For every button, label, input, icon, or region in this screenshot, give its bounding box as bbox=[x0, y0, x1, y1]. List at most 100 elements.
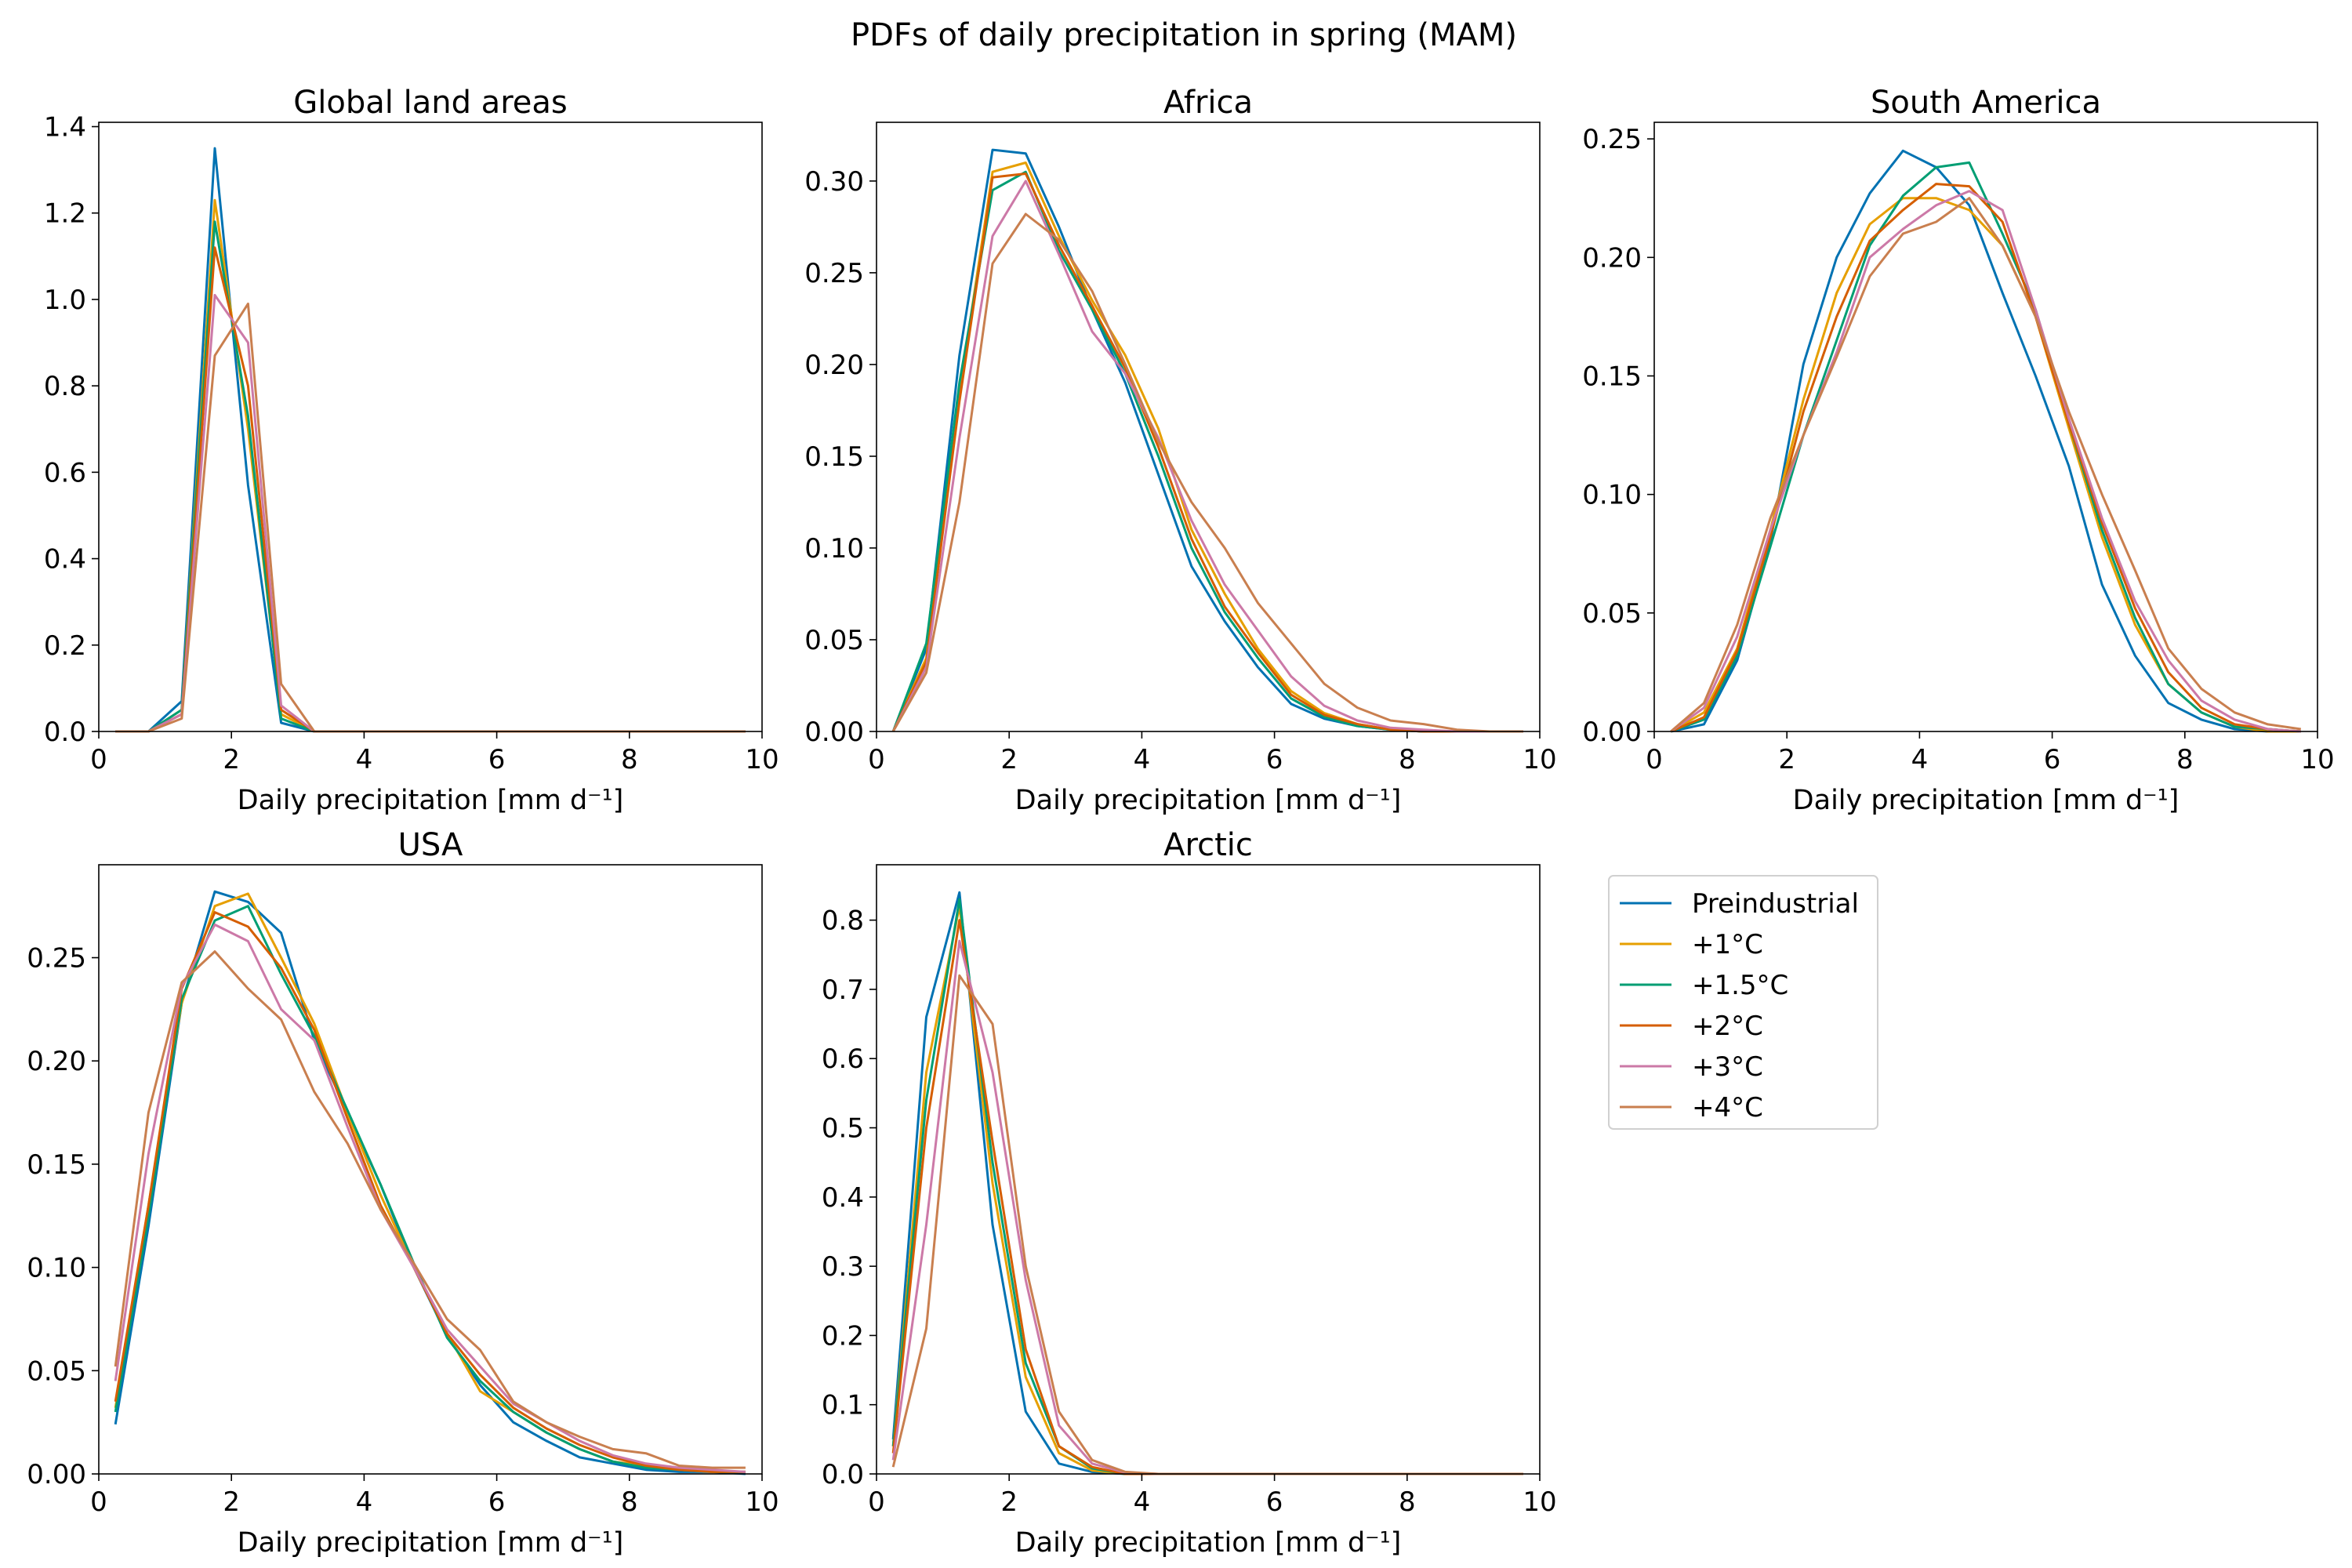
panel-arctic-ytick-label: 0.7 bbox=[822, 975, 864, 1006]
panel-africa-line-1-5-c bbox=[891, 170, 1523, 733]
panel-south-america-line-1-5-c bbox=[1670, 161, 2301, 733]
panel-global-land-areas-xtick-label: 0 bbox=[90, 744, 107, 775]
panel-global-land-areas-ytick-label: 1.4 bbox=[44, 112, 86, 143]
panel-arctic-xtick-label: 6 bbox=[1266, 1486, 1283, 1518]
legend-label-2-c: +2°C bbox=[1692, 1011, 1763, 1042]
legend-label-preindustrial: Preindustrial bbox=[1692, 888, 1859, 920]
panel-global-land-areas-ytick-label: 0.6 bbox=[44, 457, 86, 488]
panel-south-america-line-4-c bbox=[1670, 197, 2302, 733]
panel-global-land-areas-xlabel: Daily precipitation [mm d⁻¹] bbox=[238, 785, 624, 816]
panel-africa-ytick-label: 0.10 bbox=[804, 533, 864, 564]
panel-arctic-ytick-label: 0.6 bbox=[822, 1044, 864, 1075]
panel-global-land-areas-ytick-label: 0.2 bbox=[44, 630, 86, 662]
panel-global-land-areas-xtick-label: 8 bbox=[621, 744, 638, 775]
panel-africa-series bbox=[891, 148, 1523, 733]
panel-south-america-ytick-label: 0.25 bbox=[1582, 124, 1642, 155]
panel-arctic-ytick-label: 0.0 bbox=[822, 1459, 864, 1490]
panel-global-land-areas-line-3-c bbox=[115, 293, 746, 733]
panel-south-america-frame bbox=[1653, 122, 2318, 732]
panel-arctic-series bbox=[891, 891, 1523, 1475]
panel-south-america-line-1-c bbox=[1670, 197, 2301, 733]
panel-arctic-xtick-label: 10 bbox=[1523, 1486, 1556, 1518]
figure-title: PDFs of daily precipitation in spring (M… bbox=[851, 17, 1517, 53]
legend: Preindustrial +1°C +1.5°C +2°C +3°C +4°C bbox=[1608, 875, 1878, 1130]
panel-africa: 0 2 4 6 8 10 0.00 0.05 0.10 0.15 0.20 0.25 0.30 Afric… bbox=[804, 85, 1556, 816]
panel-global-land-areas-line-1-5-c bbox=[115, 220, 746, 733]
panel-arctic-ytick-label: 0.4 bbox=[822, 1182, 864, 1214]
panel-africa-frame bbox=[876, 122, 1541, 732]
panel-global-land-areas: 0 2 4 6 8 10 0.0 0.2 0.4 0.6 0.8 1.0 1.2 1.4 Global la… bbox=[44, 85, 779, 816]
panel-global-land-areas-series bbox=[115, 147, 746, 733]
panel-arctic: 0 2 4 6 8 10 0.0 0.1 0.2 0.3 0.4 0.5 0.6 0.7 0.8 Arctic… bbox=[822, 827, 1557, 1559]
panels: 0 2 4 6 8 10 0.0 0.2 0.4 0.6 0.8 1.0 1.2 1.4 Global la… bbox=[27, 85, 2334, 1559]
panel-south-america-series bbox=[1670, 149, 2302, 733]
panel-arctic-xtick-label: 4 bbox=[1134, 1486, 1151, 1518]
panel-usa-xtick-label: 0 bbox=[90, 1486, 107, 1518]
panel-africa-line-1-c bbox=[891, 162, 1523, 733]
panel-africa-ytick-label: 0.30 bbox=[804, 166, 864, 198]
panel-arctic-ytick-label: 0.3 bbox=[822, 1251, 864, 1283]
panel-south-america-xtick-label: 2 bbox=[1778, 744, 1795, 775]
panel-usa-title: USA bbox=[398, 827, 463, 863]
panel-africa-xtick-label: 6 bbox=[1266, 744, 1283, 775]
panel-africa-xlabel: Daily precipitation [mm d⁻¹] bbox=[1015, 785, 1402, 816]
legend-frame bbox=[1608, 875, 1878, 1130]
panel-south-america-ytick-label: 0.10 bbox=[1582, 480, 1642, 511]
panel-south-america-xtick-label: 10 bbox=[2300, 744, 2334, 775]
panel-arctic-ytick-label: 0.5 bbox=[822, 1113, 864, 1145]
panel-arctic-ytick-label: 0.8 bbox=[822, 906, 864, 937]
panel-south-america-ytick-label: 0.20 bbox=[1582, 242, 1642, 274]
panel-usa-xtick-label: 6 bbox=[488, 1486, 506, 1518]
panel-usa-ytick-label: 0.10 bbox=[27, 1253, 86, 1284]
legend-label-4-c: +4°C bbox=[1692, 1092, 1763, 1123]
panel-arctic-xtick-label: 2 bbox=[1000, 1486, 1018, 1518]
panel-arctic-line-3-c bbox=[891, 939, 1523, 1475]
panel-usa-line-4-c bbox=[114, 950, 746, 1469]
panel-usa-ytick-label: 0.00 bbox=[27, 1459, 86, 1490]
panel-arctic-frame bbox=[876, 864, 1541, 1475]
panel-africa-ytick-label: 0.00 bbox=[804, 717, 864, 748]
panel-south-america-ytick-label: 0.00 bbox=[1582, 717, 1642, 748]
panel-arctic-ytick-label: 0.1 bbox=[822, 1390, 864, 1421]
panel-south-america-line-2-c bbox=[1670, 183, 2301, 733]
panel-africa-line-2-c bbox=[891, 172, 1523, 733]
panel-africa-ytick-label: 0.20 bbox=[804, 350, 864, 381]
legend-label-1-c: +1°C bbox=[1692, 929, 1763, 960]
legend-label-1-5-c: +1.5°C bbox=[1692, 970, 1788, 1001]
panel-south-america-xtick-label: 6 bbox=[2044, 744, 2061, 775]
panel-usa-line-1-c bbox=[114, 892, 746, 1473]
panel-usa-frame bbox=[98, 864, 763, 1475]
panel-global-land-areas-ytick-label: 0.4 bbox=[44, 544, 86, 575]
panel-arctic-xtick-label: 0 bbox=[868, 1486, 885, 1518]
panel-africa-xtick-label: 0 bbox=[868, 744, 885, 775]
legend-label-3-c: +3°C bbox=[1692, 1051, 1763, 1083]
panel-arctic-line-preindustrial bbox=[891, 891, 1523, 1475]
panel-usa-series bbox=[114, 890, 746, 1475]
panel-africa-ytick-label: 0.15 bbox=[804, 441, 864, 473]
panel-usa-line-1-5-c bbox=[114, 905, 746, 1473]
panel-south-america-xtick-label: 4 bbox=[1911, 744, 1929, 775]
panel-usa: 0 2 4 6 8 10 0.00 0.05 0.10 0.15 0.20 0.25 USA Daily … bbox=[27, 827, 779, 1559]
panel-global-land-areas-ytick-label: 0.0 bbox=[44, 717, 86, 748]
panel-south-america-line-preindustrial bbox=[1670, 149, 2301, 733]
panel-africa-line-4-c bbox=[891, 212, 1523, 733]
panel-usa-ytick-label: 0.20 bbox=[27, 1046, 86, 1077]
panel-usa-ytick-label: 0.15 bbox=[27, 1149, 86, 1181]
panel-global-land-areas-ytick-label: 0.8 bbox=[44, 371, 86, 402]
panel-africa-title: Africa bbox=[1163, 85, 1253, 121]
panel-usa-line-2-c bbox=[114, 911, 746, 1473]
panel-arctic-ytick-label: 0.2 bbox=[822, 1320, 864, 1352]
panel-africa-xtick-label: 4 bbox=[1134, 744, 1151, 775]
panel-south-america-ytick-label: 0.05 bbox=[1582, 598, 1642, 630]
panel-usa-line-preindustrial bbox=[114, 890, 746, 1475]
panel-arctic-xtick-label: 8 bbox=[1399, 1486, 1416, 1518]
panel-usa-xtick-label: 8 bbox=[621, 1486, 638, 1518]
panel-south-america-title: South America bbox=[1871, 85, 2101, 121]
panel-arctic-xlabel: Daily precipitation [mm d⁻¹] bbox=[1015, 1527, 1402, 1559]
panel-usa-line-3-c bbox=[114, 923, 746, 1473]
panel-global-land-areas-xtick-label: 6 bbox=[488, 744, 506, 775]
panel-global-land-areas-ytick-label: 1.0 bbox=[44, 285, 86, 316]
panel-africa-line-preindustrial bbox=[891, 148, 1523, 733]
panel-arctic-line-1-c bbox=[891, 905, 1523, 1475]
